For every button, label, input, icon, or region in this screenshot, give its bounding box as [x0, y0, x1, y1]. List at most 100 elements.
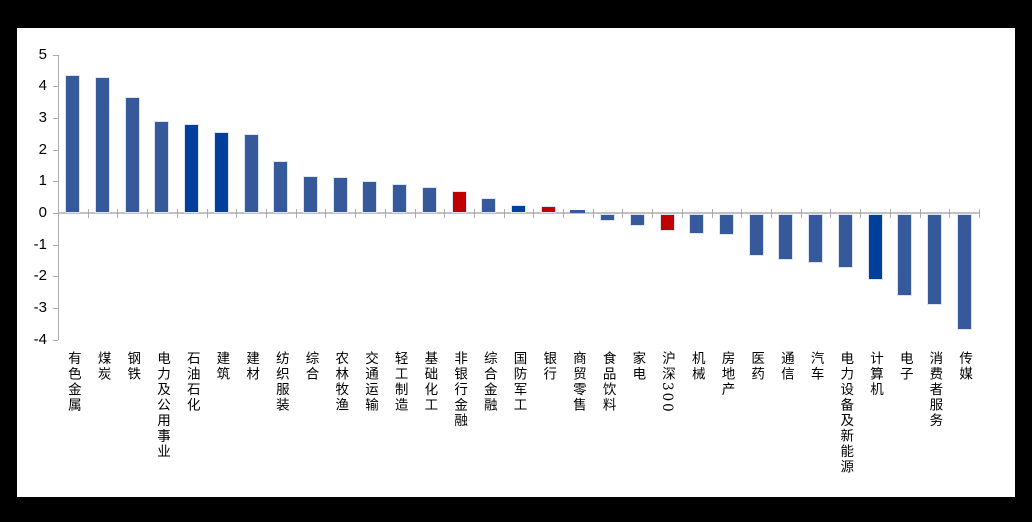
x-axis-tick	[87, 209, 89, 218]
category-label-通信: 通信	[777, 351, 794, 382]
x-axis-tick	[265, 209, 267, 218]
x-axis-tick	[325, 209, 327, 218]
x-axis-tick	[414, 209, 416, 218]
category-label-纺织服装: 纺织服装	[272, 351, 289, 413]
x-axis-tick	[711, 209, 713, 218]
category-label-电力设备及新能源: 电力设备及新能源	[837, 351, 854, 475]
category-label-机械: 机械	[688, 351, 705, 382]
category-label-房地产: 房地产	[718, 351, 735, 398]
bar-电力及公用事业	[154, 121, 170, 213]
x-axis-tick	[592, 209, 594, 218]
bar-综合	[303, 176, 319, 213]
category-label-基础化工: 基础化工	[421, 351, 438, 413]
category-label-钢铁: 钢铁	[124, 351, 141, 382]
bar-建筑	[213, 132, 229, 213]
bar-综合金融	[481, 198, 497, 213]
bar-商贸零售	[570, 210, 586, 213]
y-axis-tick	[53, 244, 58, 246]
x-axis-tick	[206, 209, 208, 218]
x-axis-tick	[176, 209, 178, 218]
bar-传媒	[956, 214, 972, 331]
category-label-农林牧渔: 农林牧渔	[332, 351, 349, 413]
y-axis-tick	[53, 181, 58, 183]
x-axis-tick	[860, 209, 862, 218]
x-axis-tick	[741, 209, 743, 218]
bar-银行	[540, 205, 556, 213]
bar-交通运输	[362, 181, 378, 213]
y-axis-tick	[53, 54, 58, 56]
category-label-国防军工: 国防军工	[510, 351, 527, 413]
y-axis-tick	[53, 339, 58, 341]
x-axis-tick	[533, 209, 535, 218]
bar-有色金属	[65, 75, 81, 213]
bar-农林牧渔	[332, 176, 348, 213]
category-label-石油石化: 石油石化	[183, 351, 200, 413]
x-axis-tick	[355, 209, 357, 218]
bar-电子	[897, 214, 913, 296]
x-axis-tick	[830, 209, 832, 218]
category-label-电力及公用事业: 电力及公用事业	[153, 351, 170, 460]
y-axis-tick	[53, 86, 58, 88]
x-axis-tick	[622, 209, 624, 218]
y-axis-tick-label: 1	[38, 172, 47, 190]
category-label-综合金融: 综合金融	[480, 351, 497, 413]
category-label-建筑: 建筑	[213, 351, 230, 382]
x-axis-tick	[503, 209, 505, 218]
category-label-汽车: 汽车	[807, 351, 824, 382]
x-axis-tick	[949, 209, 951, 218]
bar-国防军工	[511, 205, 526, 213]
x-axis-tick	[889, 209, 891, 218]
y-axis-tick-label: 5	[38, 45, 47, 63]
x-axis-tick	[473, 209, 475, 218]
category-label-食品饮料: 食品饮料	[599, 351, 616, 413]
y-axis-tick	[53, 213, 58, 214]
x-axis-tick	[295, 209, 297, 218]
bar-家电	[629, 214, 645, 227]
bar-chart-panel: 5 4 3 2 1 0 -1 -2 -3 -4 有色金属 煤炭 钢铁 电力及公用事业 石油石化 建筑 建材 纺织服…	[17, 28, 1015, 497]
y-axis-tick	[53, 276, 58, 278]
x-axis-line	[58, 212, 979, 214]
bar-基础化工	[421, 186, 437, 213]
category-label-家电: 家电	[629, 351, 646, 382]
x-axis-tick	[117, 209, 119, 218]
x-axis-tick	[681, 209, 683, 218]
y-axis-tick	[53, 149, 58, 151]
x-axis-tick	[652, 209, 654, 218]
y-axis-tick-label: -2	[33, 267, 47, 285]
y-axis-tick-label: 0	[38, 204, 47, 221]
category-label-电子: 电子	[896, 351, 913, 382]
bar-消费者服务	[926, 214, 942, 306]
bar-食品饮料	[600, 214, 616, 221]
category-label-有色金属: 有色金属	[64, 351, 81, 413]
category-label-沪深300: 沪深300	[659, 351, 676, 414]
x-axis-tick	[58, 209, 59, 218]
x-axis-tick	[236, 209, 238, 218]
y-axis-tick	[53, 117, 58, 119]
bar-通信	[778, 214, 794, 260]
category-label-消费者服务: 消费者服务	[926, 351, 943, 429]
bar-建材	[243, 133, 259, 213]
category-label-传媒: 传媒	[956, 351, 973, 382]
category-label-非银行金融: 非银行金融	[451, 351, 468, 429]
bar-石油石化	[184, 124, 200, 213]
category-label-银行: 银行	[540, 351, 557, 382]
y-axis-tick-label: -4	[33, 330, 47, 348]
y-axis-tick-label: 2	[38, 140, 47, 158]
x-axis-tick	[384, 209, 386, 218]
y-axis-tick	[53, 308, 58, 310]
y-axis-line	[58, 54, 59, 340]
category-label-交通运输: 交通运输	[361, 351, 378, 413]
bar-医药	[748, 214, 764, 257]
category-label-煤炭: 煤炭	[94, 351, 111, 382]
bar-非银行金融	[451, 191, 467, 213]
bar-汽车	[808, 214, 824, 264]
category-label-计算机: 计算机	[867, 351, 884, 398]
bar-纺织服装	[273, 160, 289, 213]
bar-煤炭	[95, 76, 111, 213]
category-label-医药: 医药	[748, 351, 765, 382]
category-label-综合: 综合	[302, 351, 319, 382]
x-axis-tick	[979, 209, 980, 218]
category-label-建材: 建材	[243, 351, 260, 382]
x-axis-tick	[444, 209, 446, 218]
